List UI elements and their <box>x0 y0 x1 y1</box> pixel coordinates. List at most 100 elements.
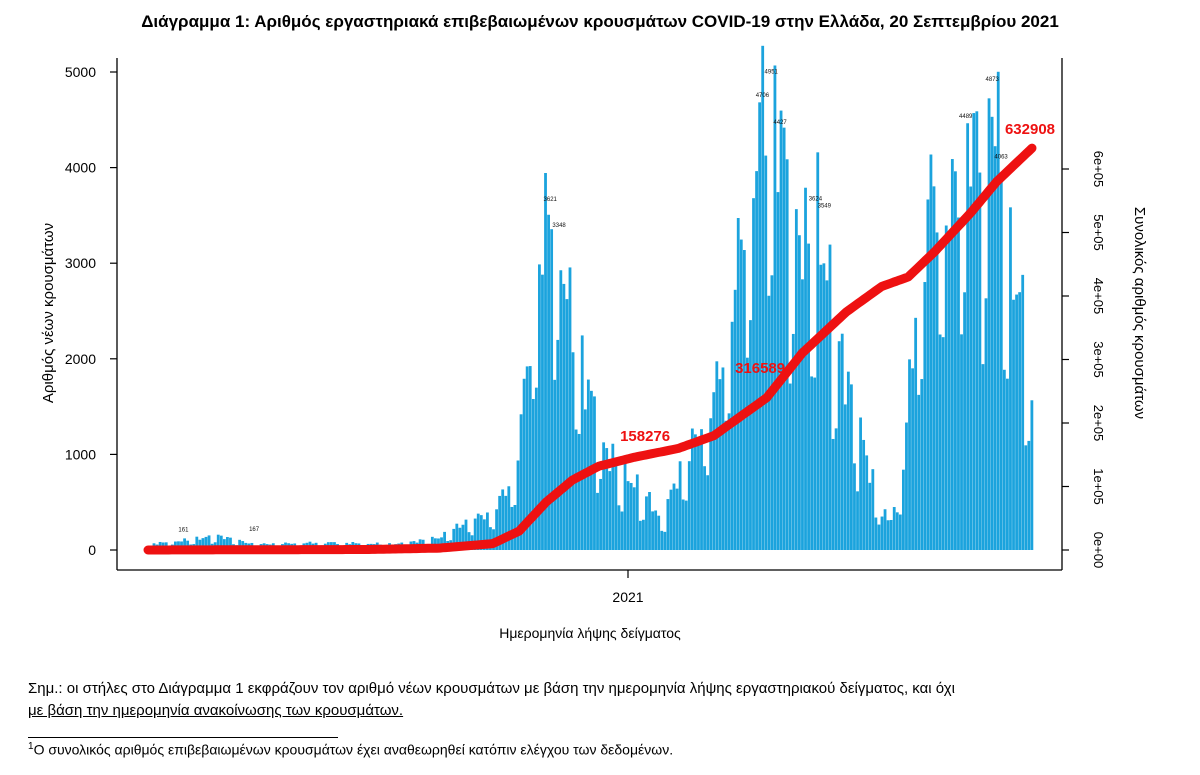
bar <box>562 283 566 550</box>
bar <box>482 519 486 550</box>
bar <box>929 154 933 550</box>
bar <box>954 171 957 550</box>
bar <box>938 334 942 550</box>
bar <box>850 384 853 550</box>
bar <box>822 263 826 550</box>
bar <box>727 413 731 550</box>
bar <box>990 116 994 550</box>
bar <box>486 512 489 550</box>
bar <box>834 428 838 550</box>
bar <box>216 534 220 550</box>
bar <box>476 513 480 550</box>
bar <box>950 159 954 550</box>
bar <box>917 394 921 550</box>
bar <box>700 429 703 550</box>
bar-value-labels: 161 167 3621 3348 4951 4706 4427 4873 4489 4063 36… <box>178 70 1008 534</box>
bar <box>638 520 642 550</box>
bar <box>672 483 676 550</box>
bar <box>430 536 434 550</box>
bar <box>1030 400 1034 550</box>
bar <box>739 239 743 550</box>
bar-value-label: 161 <box>178 528 189 534</box>
bar-value-label: 4063 <box>994 155 1008 161</box>
bar <box>611 443 615 550</box>
bar <box>1021 274 1025 550</box>
bar <box>666 499 670 550</box>
bar <box>556 339 560 550</box>
bar <box>1015 294 1018 550</box>
y-axis-ticks: 0 1000 2000 3000 4000 5000 <box>65 64 117 558</box>
bar <box>654 510 658 550</box>
bar <box>782 127 786 551</box>
line-annotation: 158276 <box>620 428 670 445</box>
bar <box>746 357 749 550</box>
y-tick-label: 5000 <box>65 64 96 80</box>
bar <box>794 209 798 550</box>
bar <box>684 500 688 550</box>
bar <box>498 495 502 550</box>
bar <box>501 489 505 550</box>
bar <box>801 279 804 550</box>
bar <box>605 448 609 550</box>
x-tick-label: 2021 <box>612 589 643 605</box>
y2-tick-label: 6e+05 <box>1091 151 1106 188</box>
bar <box>764 155 768 550</box>
bar <box>819 264 823 550</box>
bar <box>675 488 679 550</box>
bar <box>226 537 229 550</box>
bar <box>770 275 774 550</box>
bar <box>752 198 755 550</box>
bar <box>238 539 242 550</box>
bar <box>911 368 914 550</box>
x-axis-ticks: 2021 <box>612 570 644 605</box>
bar <box>865 455 869 550</box>
x-axis-label: Ημερομηνία λήψης δείγματος <box>499 625 681 641</box>
bar <box>856 491 859 550</box>
bar <box>877 524 881 550</box>
daily-cases-bars <box>146 45 1034 551</box>
bar <box>1006 378 1009 550</box>
bar-value-label: 4489 <box>959 114 973 120</box>
bar <box>868 482 872 550</box>
bar <box>703 466 706 550</box>
bar <box>984 298 988 550</box>
bar <box>568 267 572 550</box>
y2-axis-label: Συνολικός αριθμός κρουσμάτων <box>1131 207 1148 419</box>
bar <box>461 524 465 550</box>
bar <box>694 434 697 550</box>
y-axis-label: Αριθμός νέων κρουσμάτων <box>40 223 57 403</box>
bar <box>681 499 685 550</box>
bar <box>825 280 829 550</box>
bar <box>678 461 682 550</box>
bar <box>905 422 908 550</box>
bar <box>902 469 905 550</box>
bar <box>657 515 661 550</box>
cumulative-cases-line <box>143 143 1037 555</box>
bar <box>871 469 875 550</box>
bar <box>669 489 673 550</box>
bar <box>761 45 765 551</box>
bar <box>586 379 590 550</box>
bar <box>859 417 862 550</box>
bar <box>201 538 205 550</box>
bar <box>813 377 817 550</box>
bar <box>623 458 627 550</box>
bar <box>443 531 446 550</box>
footnote-rule <box>28 737 338 738</box>
bar-value-label: 3621 <box>544 197 558 203</box>
bar <box>730 321 734 550</box>
bar <box>547 214 550 550</box>
bar <box>1027 440 1031 550</box>
bar <box>736 218 740 550</box>
line-annotation: 316589 <box>735 360 785 377</box>
bar <box>843 404 847 550</box>
bar <box>807 243 810 550</box>
bar <box>721 367 725 550</box>
bar <box>577 433 581 550</box>
bar <box>651 511 654 550</box>
bar <box>550 229 554 550</box>
bar <box>222 539 226 550</box>
bar <box>632 487 636 550</box>
bar <box>534 387 538 550</box>
bar <box>963 292 966 550</box>
